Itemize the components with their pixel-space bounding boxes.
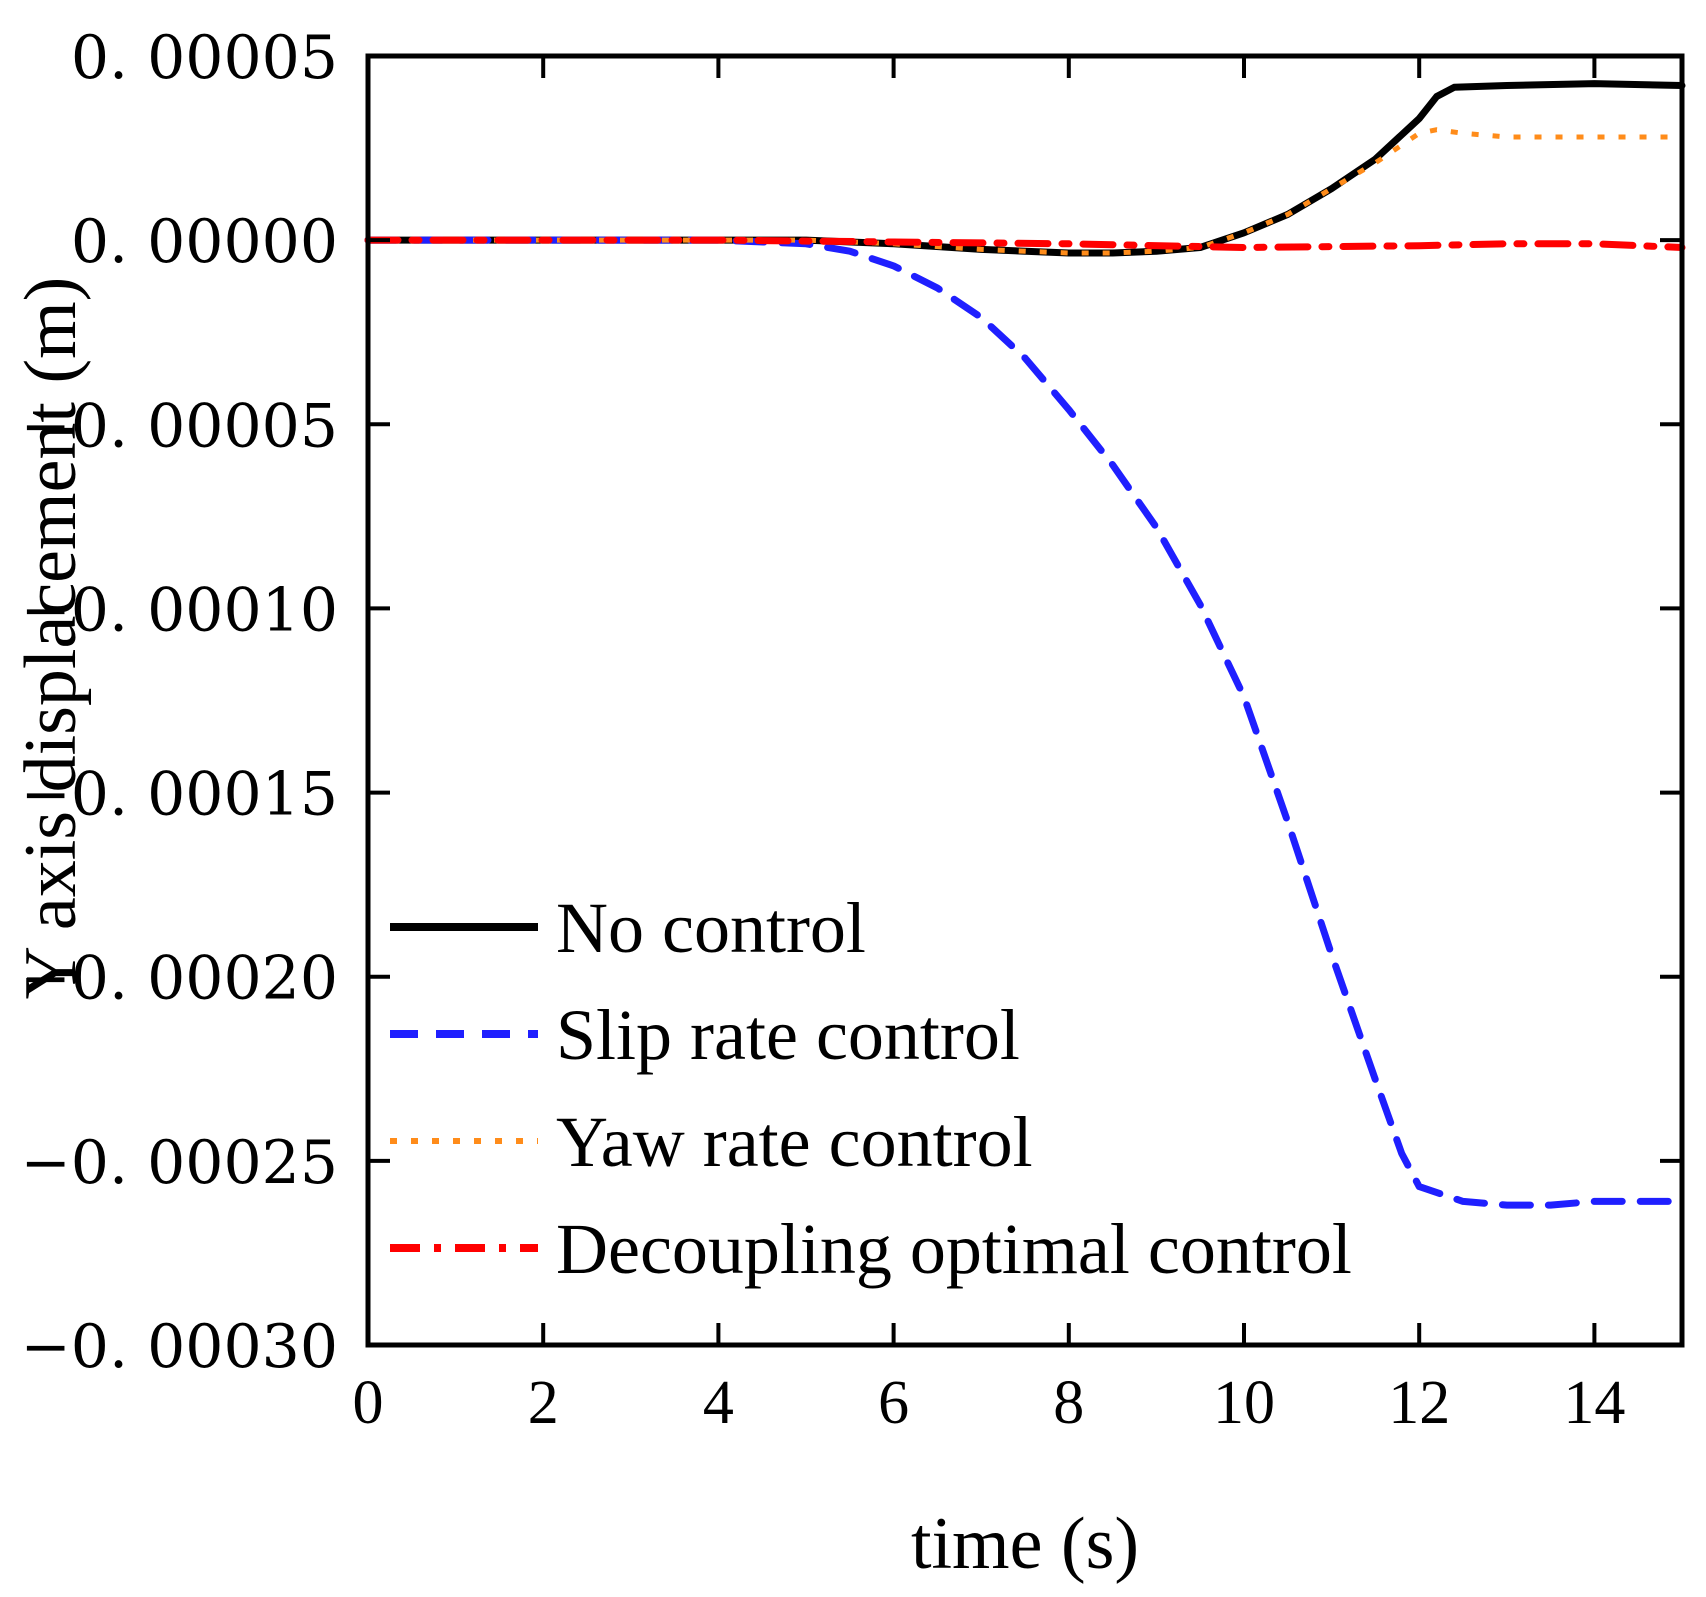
series-layer: [364, 80, 1686, 1209]
x-tick-label: 6: [878, 1369, 909, 1437]
x-tick-label: 14: [1563, 1369, 1625, 1437]
x-tick-label: 4: [703, 1369, 734, 1437]
y-tick-label: −0. 00010: [21, 575, 338, 645]
y-tick-label: −0. 00020: [21, 944, 338, 1014]
legend-label-slip-rate-control: Slip rate control: [556, 995, 1020, 1075]
y-tick-label: 0. 00005: [71, 23, 338, 93]
y-tick-label: −0. 00015: [21, 760, 338, 830]
y-tick-label: 0. 00000: [71, 207, 338, 277]
legend-label-no-control: No control: [556, 888, 866, 968]
legend-label-decoupling-optimal-control: Decoupling optimal control: [556, 1209, 1352, 1289]
x-tick-label: 2: [528, 1369, 559, 1437]
y-tick-label: −0. 00005: [21, 391, 338, 461]
x-tick-label: 10: [1213, 1369, 1275, 1437]
legend: No control Slip rate control Yaw rate cont…: [390, 888, 1352, 1289]
y-tick-label: −0. 00025: [21, 1128, 338, 1198]
series-line-slip-rate-control: [364, 236, 1686, 1209]
ticks-layer: [366, 54, 1682, 1347]
x-tick-label: 0: [353, 1369, 384, 1437]
x-axis-title: time (s): [911, 1503, 1139, 1585]
x-tick-label: 12: [1388, 1369, 1450, 1437]
x-tick-label: 8: [1053, 1369, 1084, 1437]
plot-frame: [365, 53, 1685, 1348]
labels-layer: 0 2 4 6 8 10 12 14 0. 00005 0. 00000 −0. 00005 −0. …: [21, 23, 1626, 1437]
legend-label-yaw-rate-control: Yaw rate control: [556, 1102, 1033, 1182]
series-line-yaw-rate-control: [368, 127, 1682, 256]
series-line-decoupling-optimal-control: [364, 236, 1686, 251]
y-axis-title: Y axis displacement (m): [10, 277, 92, 1000]
y-tick-label: −0. 00030: [21, 1312, 338, 1382]
series-line-no-control: [364, 80, 1686, 257]
